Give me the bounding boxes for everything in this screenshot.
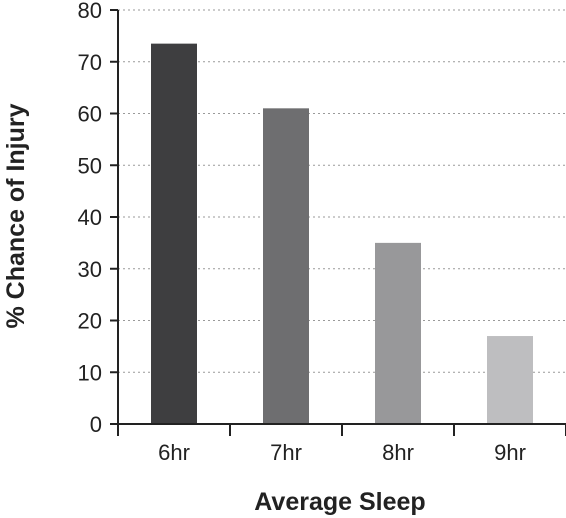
y-tick-label: 20	[78, 309, 102, 334]
y-axis-title: % Chance of Injury	[2, 103, 30, 328]
bar-7hr	[263, 108, 309, 424]
x-tick-label: 6hr	[158, 440, 190, 465]
y-tick-label: 70	[78, 50, 102, 75]
x-axis-ticks: 6hr 7hr 8hr 9hr	[117, 424, 566, 465]
x-tick-label: 9hr	[494, 440, 526, 465]
x-axis-title: Average Sleep	[254, 488, 425, 516]
y-tick-label: 80	[78, 0, 102, 23]
bar-8hr	[375, 242, 421, 424]
bar-6hr	[151, 43, 197, 424]
y-axis-ticks: 0 10 20 30 40 50 60 70 80	[78, 0, 118, 437]
y-tick-label: 40	[78, 205, 102, 230]
x-tick-label: 8hr	[382, 440, 414, 465]
y-tick-label: 60	[78, 102, 102, 127]
y-tick-label: 10	[78, 360, 102, 385]
bar-9hr	[487, 336, 533, 424]
y-tick-label: 30	[78, 257, 102, 282]
x-tick-label: 7hr	[270, 440, 302, 465]
y-tick-label: 0	[90, 412, 102, 437]
bars	[151, 43, 533, 424]
y-tick-label: 50	[78, 153, 102, 178]
